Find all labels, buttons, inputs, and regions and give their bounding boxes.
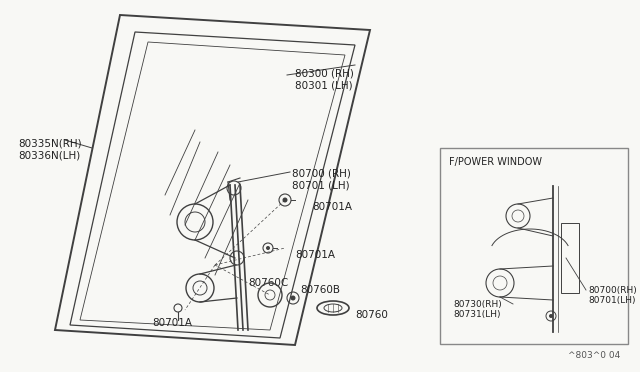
Text: 80760C: 80760C [248,278,288,288]
Text: 80760B: 80760B [300,285,340,295]
Text: 80730(RH)
80731(LH): 80730(RH) 80731(LH) [453,300,502,320]
Text: 80760: 80760 [355,310,388,320]
Text: 80700 (RH)
80701 (LH): 80700 (RH) 80701 (LH) [292,168,351,190]
Bar [561,223,579,293]
Text: ^803^0 04: ^803^0 04 [568,351,620,360]
Text: 80701A: 80701A [152,318,192,328]
Text: 80701A: 80701A [295,250,335,260]
Circle shape [291,295,296,301]
Text: 80701A: 80701A [312,202,352,212]
Text: F/POWER WINDOW: F/POWER WINDOW [449,157,542,167]
Bar [440,148,628,344]
Circle shape [282,198,287,202]
Text: 80335N(RH)
80336N(LH): 80335N(RH) 80336N(LH) [18,138,82,160]
Circle shape [549,314,553,318]
Text: 80700(RH)
80701(LH): 80700(RH) 80701(LH) [588,286,637,305]
Circle shape [266,246,270,250]
Text: 80300 (RH)
80301 (LH): 80300 (RH) 80301 (LH) [295,68,354,90]
